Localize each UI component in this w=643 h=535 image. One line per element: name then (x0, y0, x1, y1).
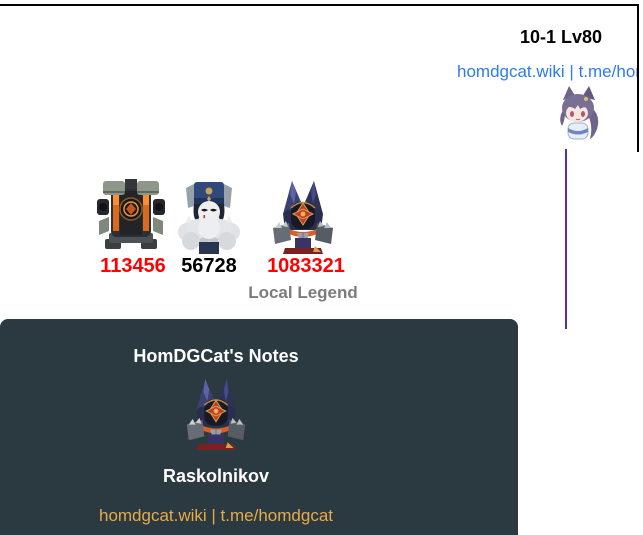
notes-title: HomDGCat's Notes (133, 346, 299, 366)
table-top-border-line (0, 4, 639, 6)
purple-divider-line (565, 149, 567, 329)
enemy-hp-value: 113456 (100, 255, 166, 277)
raskolnikov-icon[interactable] (271, 178, 335, 259)
stage-title: 10-1 Lv80 (519, 27, 603, 47)
homdgcat-credit-link[interactable]: homdgcat.wiki | t.me/homdgcat (457, 62, 637, 81)
keqing-chibi-avatar (556, 86, 602, 147)
raskolnikov-portrait-icon (181, 376, 252, 455)
enemy-name: Raskolnikov (162, 466, 270, 486)
turret-mek-icon[interactable] (97, 177, 165, 258)
enemy-hp-value: 56728 (181, 255, 237, 277)
enemy-hp-value: 1083321 (267, 255, 345, 277)
homdgcat-credit-link-footer[interactable]: homdgcat.wiki | t.me/homdgcat (98, 506, 333, 525)
notes-panel-content: HomDGCat's Notes Raskolnikov homdgcat.wi… (0, 319, 432, 535)
notes-panel: HomDGCat's Notes Raskolnikov homdgcat.wi… (0, 319, 518, 535)
fatui-envoy-icon[interactable] (177, 180, 241, 259)
local-legend-badge: Local Legend (248, 283, 358, 302)
table-right-border-line (637, 4, 639, 152)
